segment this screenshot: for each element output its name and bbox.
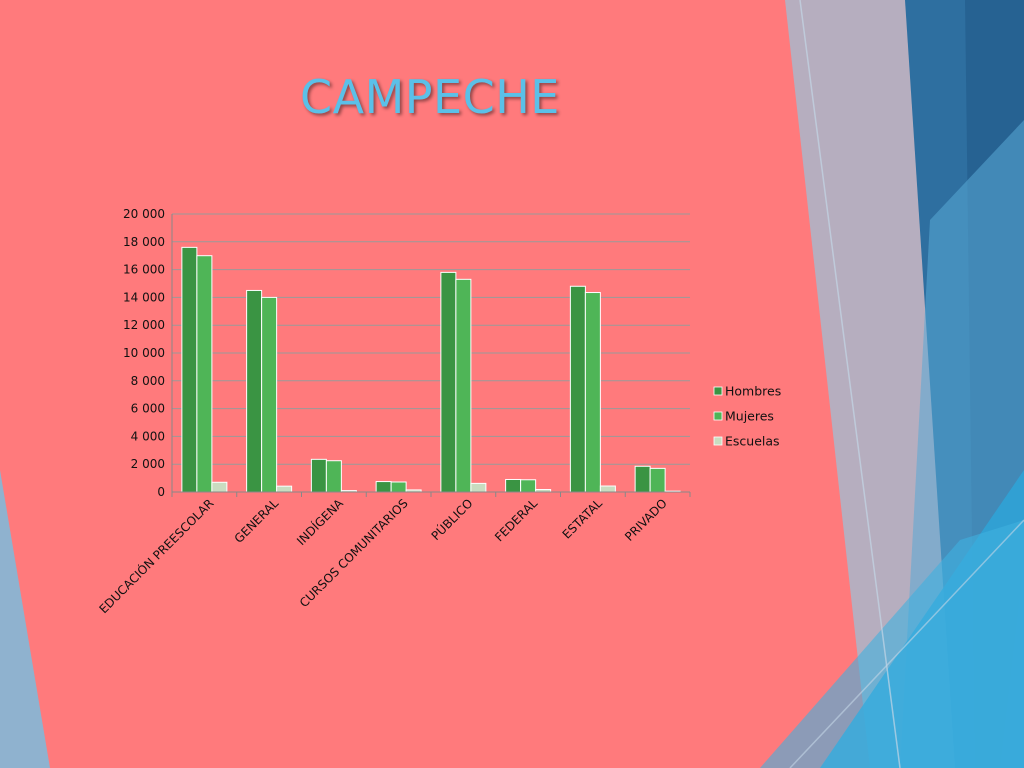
bar-mujeres-1: [196, 255, 213, 493]
bar-mujeres-3: [325, 460, 342, 493]
x-tick-label: FEDERAL: [492, 496, 540, 544]
legend-label-mujeres: Mujeres: [725, 409, 774, 424]
bar-mujeres-8: [649, 467, 666, 493]
bar-escuelas-2: [276, 485, 293, 493]
bar-escuelas-1: [211, 481, 228, 493]
x-tick-label: PÚBLICO: [428, 496, 476, 544]
y-tick-label: 16 000: [123, 263, 165, 277]
x-axis: EDUCACIÓN PREESCOLAR GENERAL INDÍGENACURSO…: [96, 491, 691, 617]
bar-mujeres-4: [390, 481, 407, 493]
x-tick-label: GENERAL: [232, 496, 282, 546]
y-tick-label: 20 000: [123, 207, 165, 221]
y-tick-label: 2 000: [131, 457, 165, 471]
y-tick-label: 0: [157, 485, 165, 499]
y-tick-label: 14 000: [123, 290, 165, 304]
y-tick-label: 8 000: [131, 374, 165, 388]
bar-mujeres-5: [455, 278, 472, 493]
bar-escuelas-7: [599, 485, 616, 493]
bar-escuelas-5: [470, 482, 487, 493]
bar-hombres-4: [375, 481, 392, 493]
y-axis: 0 2 000 4 000 6 000 8 000 10 000 12 000 14 000 1…: [123, 207, 173, 499]
bar-hombres-6: [505, 478, 522, 493]
bars: [181, 246, 681, 493]
bar-hombres-7: [569, 285, 586, 493]
x-tick-label: PRIVADO: [622, 496, 670, 544]
bar-mujeres-7: [584, 292, 601, 493]
bar-mujeres-6: [520, 479, 537, 493]
bar-mujeres-2: [261, 296, 278, 493]
x-tick-label: CURSOS COMUNITARIOS: [297, 496, 411, 610]
bar-hombres-2: [246, 289, 263, 493]
bar-hombres-3: [310, 458, 327, 493]
slide-title: CAMPECHE: [300, 70, 560, 124]
legend-label-escuelas: Escuelas: [725, 434, 780, 449]
legend-label-hombres: Hombres: [725, 384, 781, 399]
y-tick-label: 4 000: [131, 429, 165, 443]
y-tick-label: 6 000: [131, 402, 165, 416]
bar-hombres-1: [181, 246, 198, 493]
y-tick-label: 18 000: [123, 235, 165, 249]
bar-hombres-5: [440, 271, 457, 493]
y-tick-label: 12 000: [123, 318, 165, 332]
legend-swatch-hombres: [713, 386, 723, 396]
legend: Hombres Mujeres Escuelas: [713, 384, 781, 449]
x-tick-label: INDÍGENA: [293, 495, 346, 548]
y-tick-label: 10 000: [123, 346, 165, 360]
bar-hombres-8: [634, 465, 651, 493]
legend-swatch-mujeres: [713, 411, 723, 421]
x-tick-label: ESTATAL: [560, 496, 606, 542]
x-tick-label: EDUCACIÓN PREESCOLAR: [96, 496, 217, 617]
legend-swatch-escuelas: [713, 436, 723, 446]
